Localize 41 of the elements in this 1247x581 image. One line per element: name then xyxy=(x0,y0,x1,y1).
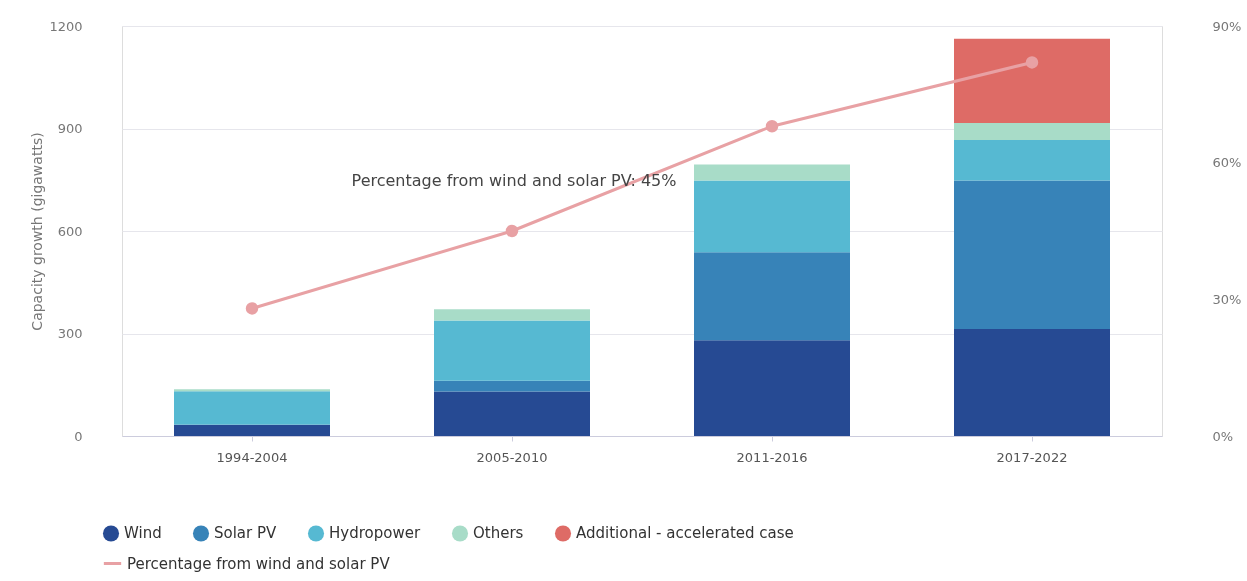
y-tick-label: 1200 xyxy=(49,18,83,34)
bar xyxy=(954,329,1110,436)
point xyxy=(245,302,259,315)
bar xyxy=(434,309,590,321)
y-tick-label: 300 xyxy=(57,326,83,341)
bar xyxy=(954,123,1110,141)
point xyxy=(765,119,779,133)
bar xyxy=(954,140,1110,181)
bar xyxy=(434,391,590,436)
x-tick-label: 2017-2022 xyxy=(996,449,1068,465)
legend-label: Hydropower xyxy=(329,524,421,543)
bar xyxy=(954,180,1110,330)
x-tick-label: 1994-2004 xyxy=(216,449,288,465)
legend-label: Others xyxy=(473,524,524,543)
y2-tick-label: 90% xyxy=(1212,18,1242,34)
y2-tick-label: 0% xyxy=(1212,428,1234,444)
legend-label: Additional - accelerated case xyxy=(576,524,794,543)
y-tick-label: 900 xyxy=(57,121,83,136)
x-tick-label: 2011-2016 xyxy=(736,449,808,465)
bar xyxy=(434,320,590,381)
y-axis-title: Capacity growth (gigawatts) xyxy=(29,132,46,331)
point xyxy=(505,224,519,238)
y-tick-label: 600 xyxy=(57,223,83,239)
bar xyxy=(694,252,850,341)
bar xyxy=(694,180,850,253)
bar xyxy=(694,164,850,181)
legend-label: Wind xyxy=(124,524,162,543)
annotation: Percentage from wind and solar PV: 45% xyxy=(351,171,677,190)
bar xyxy=(174,425,330,436)
bar xyxy=(694,340,850,436)
point xyxy=(1025,56,1039,69)
legend-label: Percentage from wind and solar PV xyxy=(127,554,391,573)
x-tick-label: 2005-2010 xyxy=(476,449,548,465)
bar xyxy=(954,38,1110,124)
bar xyxy=(434,380,590,392)
y2-tick-label: 30% xyxy=(1212,291,1242,307)
bar xyxy=(174,391,330,425)
y-tick-label: 0 xyxy=(74,428,83,444)
bar xyxy=(174,389,330,392)
y2-tick-label: 60% xyxy=(1212,155,1242,171)
legend-label: Solar PV xyxy=(214,524,278,543)
